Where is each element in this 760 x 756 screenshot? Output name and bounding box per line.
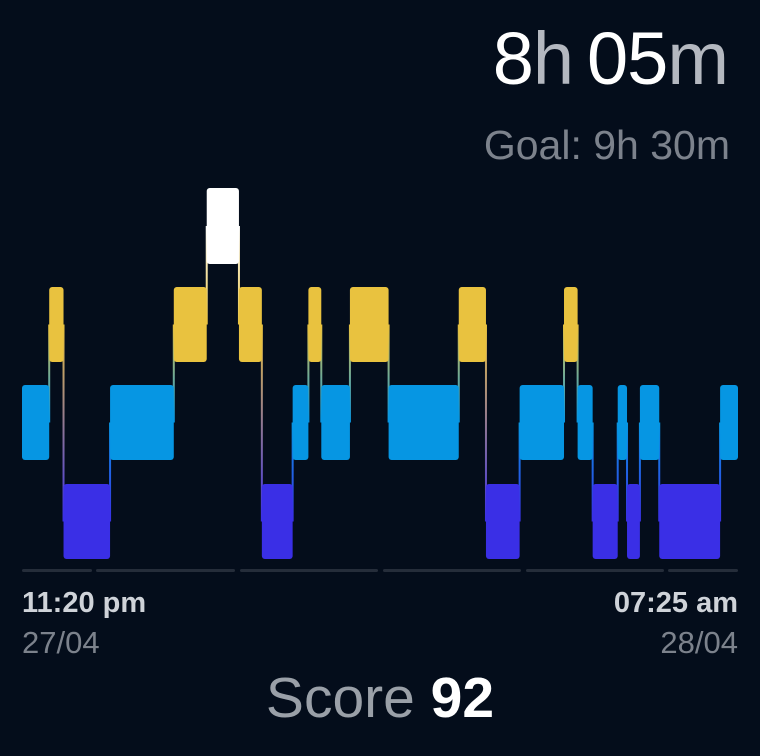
stage-block-rem	[174, 287, 207, 362]
stage-block-deep	[486, 484, 520, 559]
stage-block-light	[520, 385, 564, 460]
sleep-score: Score 92	[0, 670, 760, 727]
stage-block-light	[110, 385, 174, 460]
timeline-track-segment	[22, 569, 92, 572]
stage-block-deep	[659, 484, 720, 559]
stage-block-rem	[350, 287, 389, 362]
stage-block-deep	[262, 484, 293, 559]
stage-block-light	[389, 385, 459, 460]
score-value: 92	[431, 666, 494, 730]
end-date: 28/04	[660, 625, 738, 661]
stage-block-light	[321, 385, 350, 460]
timeline-track-segment	[96, 569, 235, 572]
stage-block-rem	[49, 287, 63, 362]
end-time: 07:25 am	[614, 587, 738, 620]
timeline-track-segment	[526, 569, 664, 572]
stage-block-light	[640, 385, 659, 460]
stage-block-light	[293, 385, 309, 460]
stage-block-light	[22, 385, 49, 460]
stage-block-deep	[593, 484, 618, 559]
stage-block-awake	[207, 188, 239, 264]
start-date: 27/04	[22, 625, 100, 661]
stage-block-rem	[564, 287, 578, 362]
start-time: 11:20 pm	[22, 587, 146, 620]
timeline-track-segment	[240, 569, 378, 572]
stage-block-light	[578, 385, 593, 460]
stage-block-light	[720, 385, 738, 460]
stage-block-rem	[239, 287, 262, 362]
stage-block-rem	[308, 287, 321, 362]
stage-block-deep	[627, 484, 640, 559]
stage-block-deep	[64, 484, 111, 559]
timeline-track-segment	[383, 569, 521, 572]
timeline-track-segment	[668, 569, 738, 572]
sleep-hypnogram	[0, 0, 760, 600]
score-label: Score	[266, 666, 415, 730]
stage-block-rem	[459, 287, 486, 362]
stage-block-light	[618, 385, 627, 460]
